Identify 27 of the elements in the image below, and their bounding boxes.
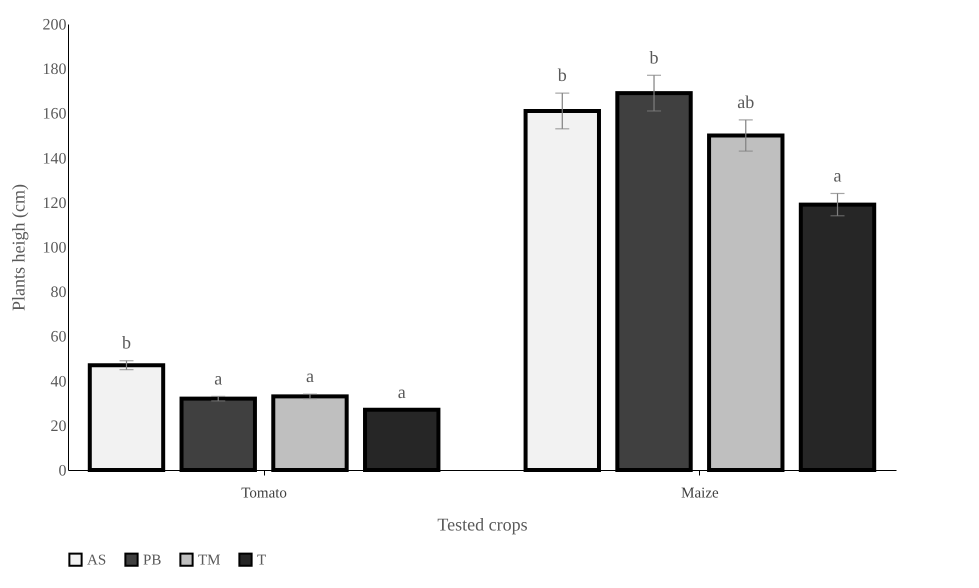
legend-label: AS [87,552,106,569]
y-tick-label: 120 [42,194,66,212]
data-label: b [650,47,659,68]
y-tick-label: 40 [50,373,66,390]
x-axis-title: Tested crops [437,514,528,534]
data-label: a [306,366,314,386]
y-tick-label: 160 [42,106,66,123]
legend-label: PB [143,552,162,569]
data-label: ab [737,92,754,112]
x-tick-label: Tomato [241,486,287,502]
data-label: a [214,368,222,388]
y-tick-label: 0 [58,462,66,480]
x-tick-label: Maize [681,486,719,502]
y-tick-label: 100 [42,240,66,256]
legend-label: T [257,552,266,569]
y-tick-label: 200 [42,16,66,34]
data-label: b [558,65,567,86]
legend-label: TM [198,552,220,569]
y-tick-label: 80 [50,284,66,302]
data-label: a [834,165,842,186]
y-tick-label: 140 [42,150,66,168]
y-tick-label: 60 [50,328,66,346]
y-tick-label: 180 [42,61,66,78]
data-label: b [122,332,131,353]
y-tick-label: 20 [50,418,66,435]
data-label: a [398,382,406,402]
y-axis-title: Plants heigh (cm) [8,184,28,311]
